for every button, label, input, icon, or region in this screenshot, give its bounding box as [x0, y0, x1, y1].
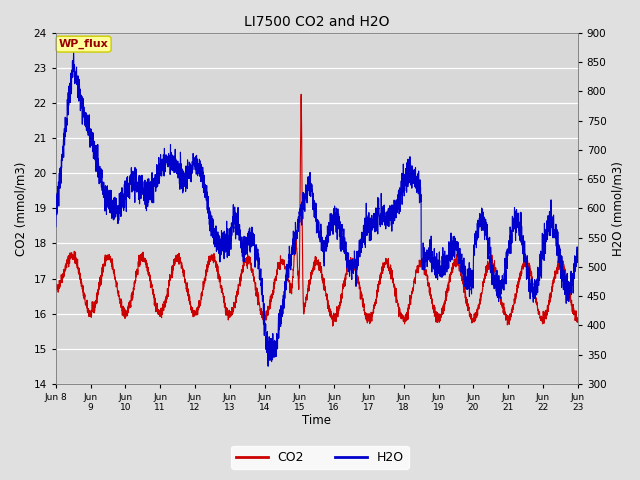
Y-axis label: H2O (mmol/m3): H2O (mmol/m3): [612, 161, 625, 256]
Y-axis label: CO2 (mmol/m3): CO2 (mmol/m3): [15, 161, 28, 255]
Text: WP_flux: WP_flux: [59, 39, 108, 49]
X-axis label: Time: Time: [302, 414, 332, 427]
Title: LI7500 CO2 and H2O: LI7500 CO2 and H2O: [244, 15, 390, 29]
Legend: CO2, H2O: CO2, H2O: [231, 446, 409, 469]
